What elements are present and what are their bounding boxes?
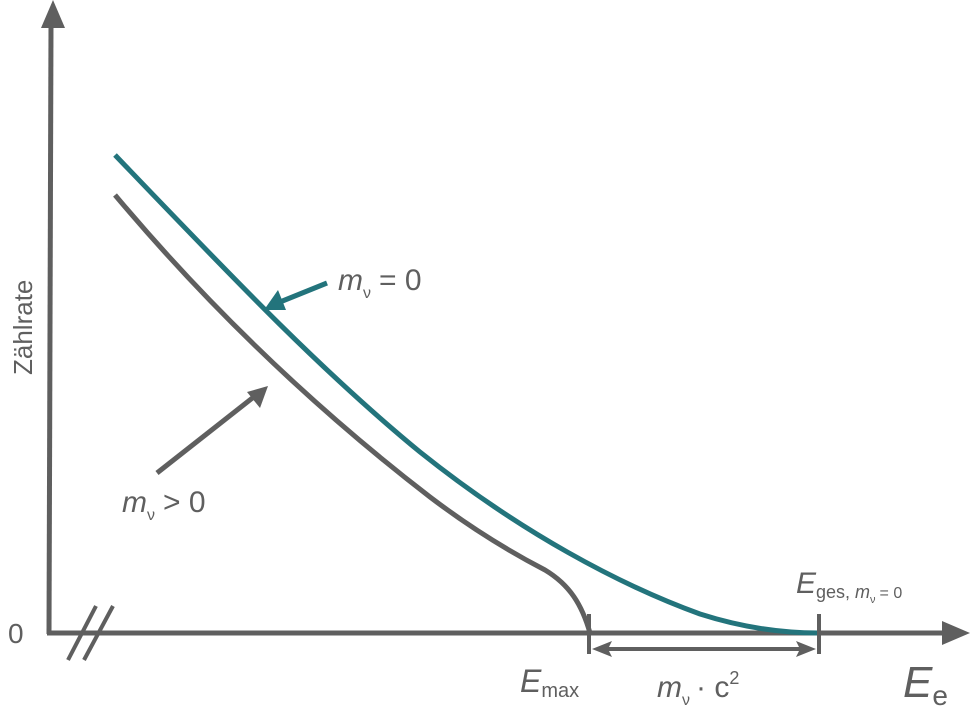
- mass-gap-double-arrow: [592, 641, 816, 657]
- label-emax: Emax: [520, 663, 579, 702]
- curve-massless: [113, 153, 819, 636]
- x-axis-arrow-icon: [942, 621, 970, 645]
- axis-break-icon: [66, 605, 115, 661]
- label-massive: mν > 0: [122, 486, 206, 524]
- arrow-massless-icon: [264, 280, 328, 310]
- x-axis: [47, 621, 970, 645]
- y-axis-arrow-icon: [41, 0, 65, 28]
- label-mass-gap: mν · c2: [657, 668, 739, 709]
- label-massless: mν = 0: [338, 264, 422, 302]
- curve-massive: [113, 193, 593, 634]
- y-zero-label: 0: [8, 618, 24, 649]
- y-axis-label: Zählrate: [8, 280, 38, 375]
- label-eges: Eges, mν = 0: [796, 567, 902, 606]
- arrow-massive-icon: [155, 386, 268, 475]
- x-axis-label: Ee: [903, 658, 948, 711]
- y-axis: [41, 0, 65, 635]
